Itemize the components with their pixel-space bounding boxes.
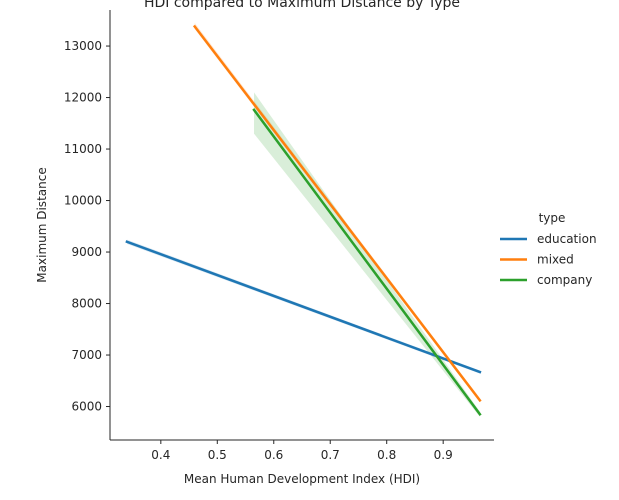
legend-label-mixed: mixed xyxy=(537,253,574,267)
y-tick-label: 13000 xyxy=(64,39,102,53)
series-line-education xyxy=(125,240,482,374)
y-tick-label: 8000 xyxy=(71,297,102,311)
legend-label-company: company xyxy=(537,273,592,287)
legend-title: type xyxy=(539,211,566,225)
x-axis-ticks: 0.4 0.5 0.6 0.7 0.8 0.9 xyxy=(151,440,453,462)
y-tick-label: 10000 xyxy=(64,194,102,208)
x-tick-label: 0.8 xyxy=(377,448,396,462)
legend-label-education: education xyxy=(537,232,597,246)
chart-title: HDI compared to Maximum Distance by Type xyxy=(144,0,460,11)
x-axis-label: Mean Human Development Index (HDI) xyxy=(184,472,420,486)
legend: type education mixed company xyxy=(500,211,597,287)
x-tick-label: 0.6 xyxy=(264,448,283,462)
x-tick-label: 0.4 xyxy=(151,448,170,462)
y-tick-label: 11000 xyxy=(64,142,102,156)
y-tick-label: 12000 xyxy=(64,91,102,105)
x-tick-label: 0.9 xyxy=(434,448,453,462)
y-tick-label: 7000 xyxy=(71,348,102,362)
ci-band-company xyxy=(254,92,480,417)
x-tick-label: 0.7 xyxy=(321,448,340,462)
series-lines xyxy=(125,24,482,417)
x-tick-label: 0.5 xyxy=(208,448,227,462)
y-tick-label: 9000 xyxy=(71,245,102,259)
series-line-company xyxy=(252,108,482,417)
series-line-mixed xyxy=(192,24,482,403)
y-axis-ticks: 6000 7000 8000 9000 10000 11000 12000 13000 xyxy=(64,39,110,414)
y-tick-label: 6000 xyxy=(71,400,102,414)
confidence-bands xyxy=(126,22,480,417)
plot-area: 0.4 0.5 0.6 0.7 0.8 0.9 6000 7000 8000 9000 10000… xyxy=(64,10,494,462)
y-axis-label: Maximum Distance xyxy=(35,167,49,282)
